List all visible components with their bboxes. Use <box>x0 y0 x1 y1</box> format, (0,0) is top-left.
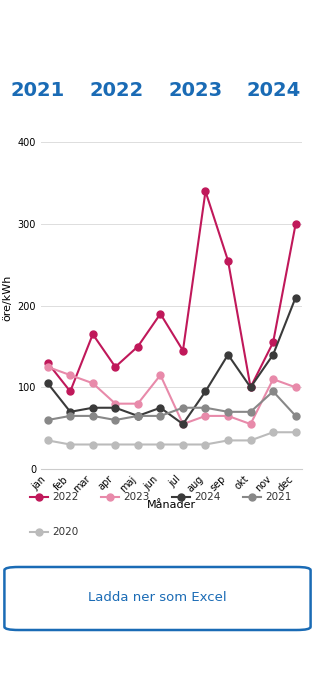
X-axis label: Månader: Månader <box>147 500 196 510</box>
Text: Ladda ner som Excel: Ladda ner som Excel <box>88 591 227 603</box>
Text: 2022: 2022 <box>52 492 78 502</box>
Y-axis label: öre/kWh: öre/kWh <box>2 274 12 321</box>
Text: 2023: 2023 <box>123 492 149 502</box>
Text: 2022: 2022 <box>89 81 144 101</box>
Text: 2024: 2024 <box>247 81 301 101</box>
FancyBboxPatch shape <box>4 567 311 630</box>
Text: 2021: 2021 <box>265 492 291 502</box>
Text: 2023: 2023 <box>168 81 222 101</box>
Text: 2024: 2024 <box>194 492 220 502</box>
Text: 2021: 2021 <box>11 81 65 101</box>
Text: 2020: 2020 <box>52 527 78 537</box>
